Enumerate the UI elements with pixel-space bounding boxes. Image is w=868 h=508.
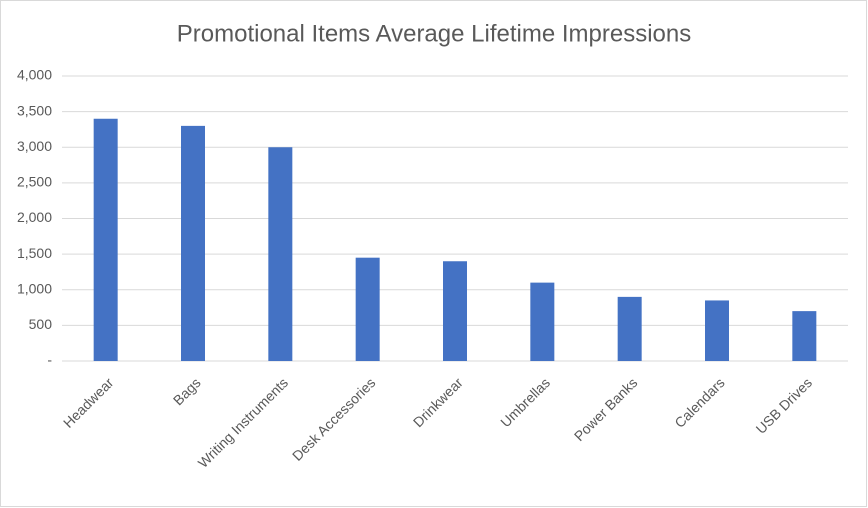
chart-title: Promotional Items Average Lifetime Impre…: [177, 20, 691, 47]
y-tick-label: 500: [29, 316, 53, 332]
bar: [617, 296, 642, 361]
bar: [530, 282, 555, 361]
y-tick-label: 1,000: [17, 280, 52, 296]
bar: [268, 147, 293, 361]
bar: [705, 300, 729, 361]
y-tick-label: 2,500: [17, 174, 52, 190]
y-tick-label: 1,500: [17, 245, 52, 261]
bar: [93, 118, 118, 361]
y-tick-label: -: [47, 352, 52, 368]
y-tick-label: 4,000: [17, 67, 52, 83]
bar: [792, 311, 817, 361]
y-tick-label: 3,500: [17, 102, 52, 118]
y-tick-label: 2,000: [17, 209, 52, 225]
bar: [443, 261, 467, 361]
bar: [355, 257, 380, 361]
bar: [181, 125, 205, 361]
y-tick-label: 3,000: [17, 138, 52, 154]
